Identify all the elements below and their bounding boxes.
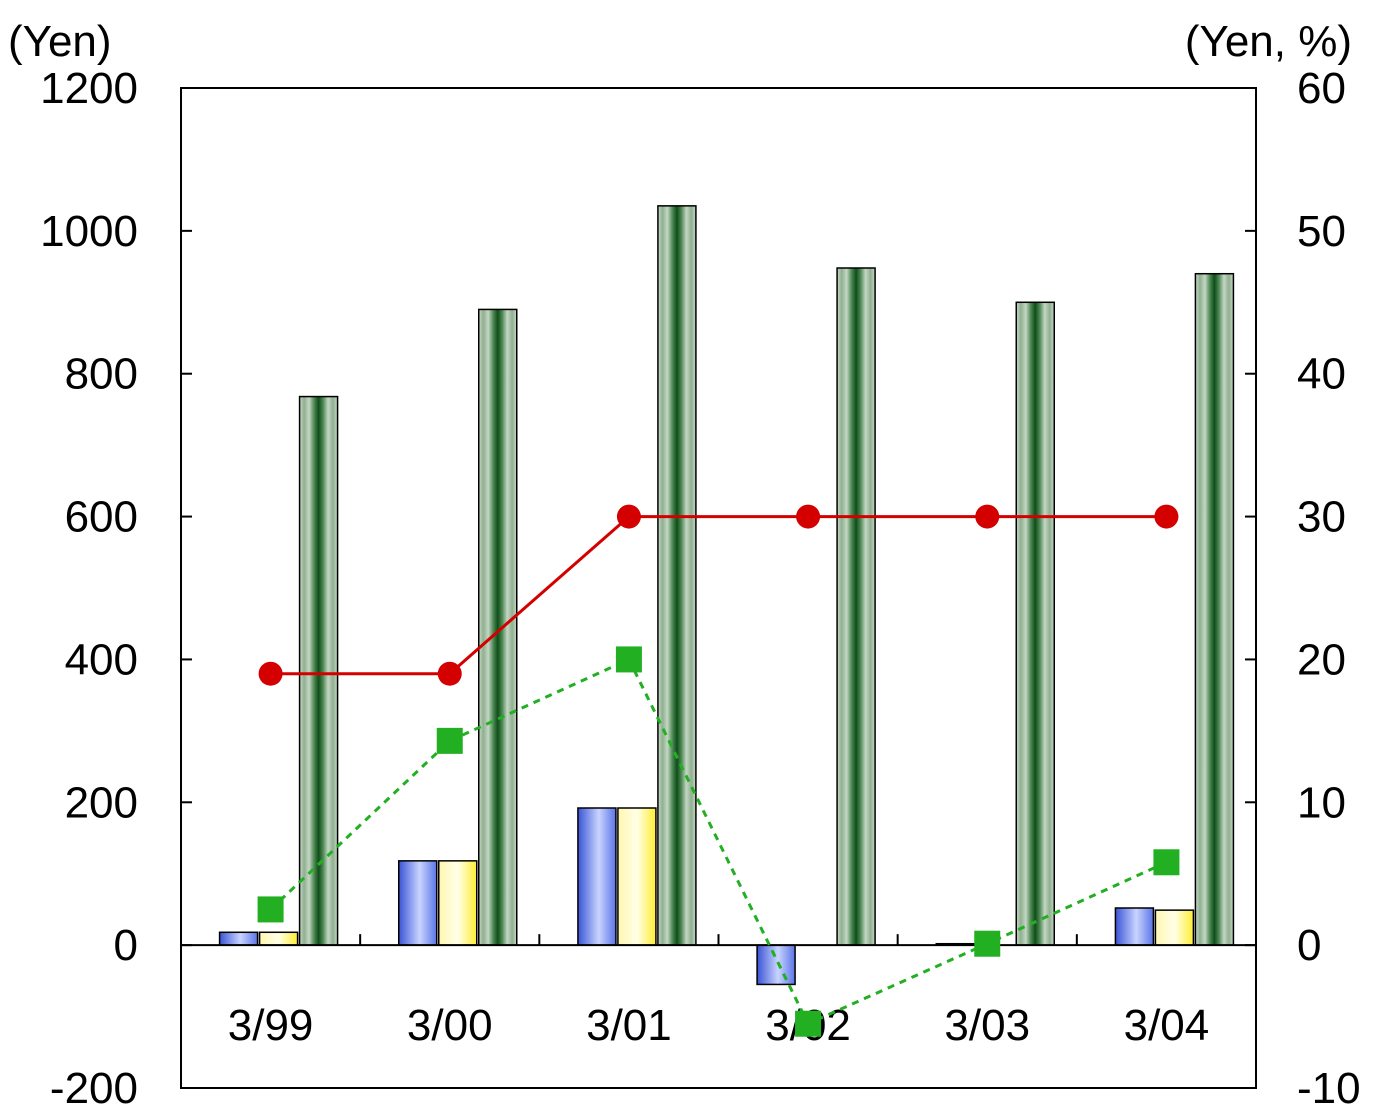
bar-series-1-bar [398, 860, 438, 946]
right-tick-label: 10 [1297, 778, 1346, 827]
bar-series-3-bar [1194, 272, 1235, 946]
line-series-1-point [796, 504, 821, 529]
line-marks [257, 504, 1180, 1037]
line-series-2-point [615, 646, 642, 673]
category-label: 3/04 [1124, 1001, 1210, 1050]
left-tick-label: 1200 [40, 64, 138, 113]
bar-series-1-bar [1114, 907, 1155, 946]
category-label: 3/99 [228, 1001, 314, 1050]
right-tick-label: 30 [1297, 493, 1346, 542]
right-tick-label: 50 [1297, 207, 1346, 256]
left-tick-label: 1000 [40, 207, 138, 256]
line-series-2-point [1153, 849, 1180, 876]
left-tick-label: 800 [65, 350, 138, 399]
right-axis: 60 50 40 30 20 10 0 -10 [1245, 64, 1361, 1111]
bar-marks [218, 205, 1235, 986]
bar-series-2-bar [438, 860, 478, 946]
category-label: 3/01 [586, 1001, 672, 1050]
bar-series-2-bar [617, 807, 657, 946]
line-series-1-point [258, 661, 283, 686]
left-tick-label: 400 [65, 635, 138, 684]
bar-series-1-bar [756, 944, 796, 986]
line-series-2-point [974, 930, 1001, 957]
right-tick-label: 20 [1297, 635, 1346, 684]
bar-series-1-bar [577, 807, 617, 946]
bar-series-3-bar [657, 205, 697, 946]
left-tick-label: -200 [50, 1064, 138, 1106]
line-series-2-point [795, 1010, 822, 1037]
line-series-1 [270, 515, 1167, 676]
bar-series-3-bar [1015, 301, 1055, 946]
category-labels: 3/993/003/013/023/033/04 [228, 1001, 1209, 1050]
right-tick-label: 60 [1297, 64, 1346, 113]
bar-series-2-bar [258, 931, 299, 946]
left-axis: 1200 1000 800 600 400 200 0 -200 [40, 64, 192, 1111]
category-label: 3/03 [944, 1001, 1030, 1050]
line-series-1-point [975, 504, 1000, 529]
line-series-2-point [436, 727, 463, 754]
plot-frame [180, 87, 1257, 1089]
line-series-1-point [616, 504, 641, 529]
right-tick-label: 40 [1297, 350, 1346, 399]
right-axis-unit-label: (Yen, %) [1185, 17, 1352, 66]
left-tick-label: 200 [65, 778, 138, 827]
bar-series-3-bar [478, 308, 518, 946]
left-axis-unit-label: (Yen) [8, 17, 112, 66]
line-series-1-point [437, 661, 462, 686]
category-label: 3/00 [407, 1001, 493, 1050]
right-tick-label: 0 [1297, 921, 1321, 970]
zero-baseline [181, 934, 1256, 947]
line-series-2-point [257, 896, 284, 923]
left-tick-label: 0 [114, 921, 138, 970]
bar-series-3-bar [836, 267, 876, 946]
line-series-1-point [1154, 504, 1179, 529]
bar-series-1-bar [218, 931, 259, 946]
right-tick-label: -10 [1297, 1064, 1361, 1106]
left-tick-label: 600 [65, 493, 138, 542]
bar-series-2-bar [1154, 909, 1195, 946]
